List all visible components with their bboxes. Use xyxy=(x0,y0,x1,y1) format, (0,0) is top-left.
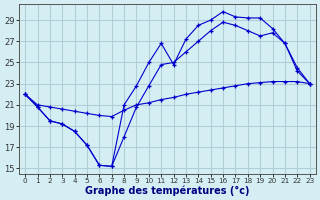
X-axis label: Graphe des températures (°c): Graphe des températures (°c) xyxy=(85,185,250,196)
